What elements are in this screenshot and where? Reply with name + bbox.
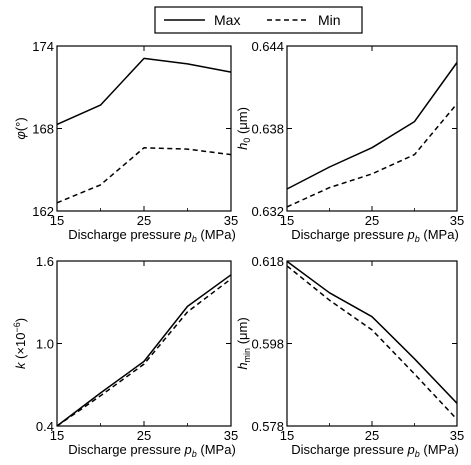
k-series-min: [56, 278, 232, 427]
hmin-xtick-label: 15: [280, 428, 294, 443]
h0-ytick-label: 0.638: [251, 122, 284, 137]
phi-x-axis-label: Discharge pressure pb (MPa): [68, 227, 236, 244]
hmin-xtick-label: 35: [450, 428, 464, 443]
k-series-max: [56, 274, 232, 427]
k-ytick-label: 1.0: [36, 337, 54, 352]
hmin-series-min: [286, 265, 458, 420]
hmin-x-axis-label: Discharge pressure pb (MPa): [291, 442, 459, 459]
k-ytick-label: 0.4: [36, 419, 54, 434]
k-x-axis-label: Discharge pressure pb (MPa): [68, 442, 236, 459]
h0-chart: 15 25 35 0.632 0.638 0.644 Discharge pressure …: [235, 39, 464, 244]
k-xtick-label: 35: [224, 428, 238, 443]
k-plot-frame: [56, 260, 232, 427]
charts-area: 15 25 35 162 168 174 Discharge pressure pb (MP…: [12, 39, 464, 459]
phi-chart: 15 25 35 162 168 174 Discharge pressure pb (MP…: [13, 39, 238, 244]
phi-y-axis-label: φ(°): [13, 117, 28, 139]
phi-series-max: [56, 57, 232, 126]
h0-series-max: [286, 62, 458, 190]
k-xtick-label: 25: [137, 428, 151, 443]
hmin-plot-frame: [286, 260, 458, 427]
h0-plot-frame: [286, 45, 458, 212]
hmin-ytick-label: 0.578: [251, 419, 284, 434]
k-chart: 15 25 35 0.4 1.0 1.6 Discharge pressure pb (MP…: [12, 254, 238, 459]
h0-x-axis-label: Discharge pressure pb (MPa): [291, 227, 459, 244]
h0-xtick-label: 35: [450, 213, 464, 228]
h0-xtick-label: 15: [280, 213, 294, 228]
hmin-ytick-label: 0.598: [251, 337, 284, 352]
h0-ytick-label: 0.644: [251, 39, 284, 54]
phi-ytick-label: 168: [32, 122, 54, 137]
phi-ytick-label: 174: [32, 39, 54, 54]
legend: Max Min: [154, 6, 363, 34]
phi-xtick-label: 25: [137, 213, 151, 228]
k-y-axis-label: k (×10−6): [12, 318, 28, 369]
k-xtick-label: 15: [50, 428, 64, 443]
phi-xtick-label: 15: [50, 213, 64, 228]
phi-xtick-label: 35: [224, 213, 238, 228]
h0-ytick-label: 0.632: [251, 204, 284, 219]
h0-y-axis-label: h0 (μm): [235, 107, 252, 150]
hmin-ytick-label: 0.618: [251, 254, 284, 269]
h0-xtick-label: 25: [365, 213, 379, 228]
hmin-xtick-label: 25: [365, 428, 379, 443]
phi-plot-frame: [56, 45, 232, 212]
hmin-y-axis-label: hmin (μm): [235, 317, 252, 369]
legend-max-label: Max: [214, 12, 240, 28]
phi-ytick-label: 162: [32, 204, 54, 219]
phi-series-min: [56, 147, 232, 204]
legend-min-label: Min: [318, 12, 341, 28]
hmin-chart: 15 25 35 0.578 0.598 0.618 Discharge pressure …: [235, 254, 464, 459]
k-ytick-label: 1.6: [36, 254, 54, 269]
hmin-series-max: [286, 260, 458, 404]
h0-series-min: [286, 103, 458, 208]
